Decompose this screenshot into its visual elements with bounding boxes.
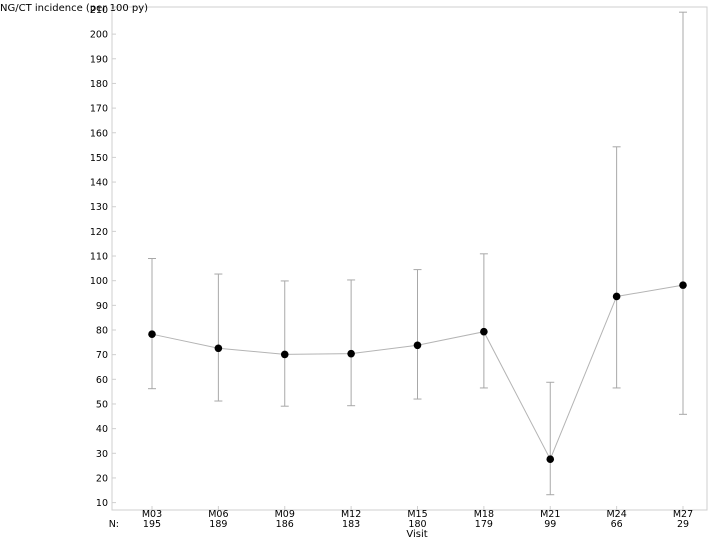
n-value-label: 195 (143, 519, 161, 530)
data-point (347, 349, 355, 358)
y-tick-label: 20 (96, 473, 108, 484)
y-tick-label: 120 (90, 227, 108, 238)
x-tick-label: M15 (407, 509, 427, 520)
y-tick-label: 140 (90, 178, 108, 189)
data-point (612, 292, 621, 301)
data-point (214, 344, 223, 353)
n-value-label: 186 (276, 519, 294, 530)
x-tick-label: M06 (208, 509, 228, 520)
y-tick-label: 70 (96, 350, 108, 361)
y-axis-ticks: 10 20 30 40 50 60 70 80 90 100 110 120 130 140 150 160 1… (90, 5, 116, 509)
n-row-label: N: (109, 519, 119, 530)
y-tick-label: 180 (90, 79, 108, 90)
data-point (546, 455, 555, 464)
y-tick-label: 80 (96, 326, 108, 337)
x-tick-label: M27 (673, 509, 693, 520)
y-tick-label: 170 (90, 104, 108, 115)
y-tick-label: 30 (96, 449, 108, 460)
y-tick-label: 40 (96, 424, 108, 435)
y-tick-label: 160 (90, 128, 108, 139)
n-value-label: 189 (209, 519, 227, 530)
y-tick-label: 50 (96, 399, 108, 410)
data-points (148, 281, 687, 464)
plot-frame (111, 6, 708, 511)
x-tick-label: M03 (142, 509, 162, 520)
n-value-label: 66 (611, 519, 623, 530)
x-tick-label: M24 (606, 509, 626, 520)
n-value-label: 99 (544, 519, 556, 530)
data-point (280, 350, 289, 359)
y-tick-label: 200 (90, 30, 108, 41)
data-point (413, 341, 422, 350)
data-point (480, 327, 488, 336)
data-point (679, 281, 687, 289)
y-tick-label: 110 (90, 252, 108, 263)
n-value-label: 179 (475, 519, 493, 530)
n-value-label: 180 (408, 519, 426, 530)
y-tick-label: 190 (90, 54, 108, 65)
x-tick-label: M18 (474, 509, 494, 520)
y-tick-label: 60 (96, 375, 108, 386)
x-tick-label: M21 (540, 509, 560, 520)
y-tick-label: 10 (96, 498, 108, 509)
n-value-label: 183 (342, 519, 360, 530)
y-tick-label: 90 (96, 301, 108, 312)
n-value-label: 29 (677, 519, 689, 530)
x-tick-label: M09 (275, 509, 295, 520)
data-point (148, 330, 156, 338)
y-axis-label: NG/CT incidence (per 100 py) (0, 3, 148, 14)
y-tick-label: 150 (90, 153, 108, 164)
y-tick-label: 130 (90, 202, 108, 213)
x-tick-label: M12 (341, 509, 361, 520)
y-tick-label: 100 (90, 276, 108, 287)
error-bars (148, 11, 687, 496)
y-tick-label: 210 (90, 5, 108, 16)
x-axis-label: Visit (406, 529, 427, 538)
